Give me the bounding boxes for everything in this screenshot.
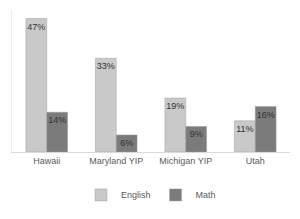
svg-text:47%: 47% xyxy=(27,22,45,32)
svg-text:6%: 6% xyxy=(120,138,133,148)
svg-text:Hawaii: Hawaii xyxy=(33,156,60,166)
svg-text:11%: 11% xyxy=(236,124,253,134)
svg-text:19%: 19% xyxy=(166,101,184,111)
svg-text:English: English xyxy=(121,190,151,200)
svg-text:16%: 16% xyxy=(257,110,275,120)
svg-text:14%: 14% xyxy=(48,115,66,125)
svg-text:Michigan YIP: Michigan YIP xyxy=(159,156,212,166)
svg-text:9%: 9% xyxy=(190,129,203,139)
svg-text:Math: Math xyxy=(196,190,216,200)
svg-text:33%: 33% xyxy=(97,61,115,71)
svg-text:Utah: Utah xyxy=(246,156,265,166)
svg-text:Maryland YIP: Maryland YIP xyxy=(89,156,143,166)
